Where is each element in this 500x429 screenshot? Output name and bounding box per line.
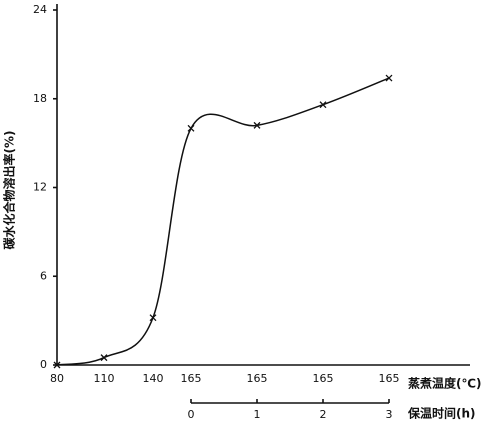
data-point [385, 74, 393, 82]
x-tick-label: 80 [50, 372, 64, 385]
y-tick-label: 0 [40, 358, 47, 371]
data-point [100, 354, 108, 362]
x-tick-label: 140 [143, 372, 164, 385]
y-tick-label: 18 [33, 92, 47, 105]
x-tick-label: 165 [313, 372, 334, 385]
x-tick-label: 165 [379, 372, 400, 385]
data-point [253, 121, 261, 129]
data-point [187, 124, 195, 132]
y-tick-label: 6 [40, 269, 47, 282]
x2-tick-label: 3 [386, 408, 393, 421]
y-tick-label: 12 [33, 181, 47, 194]
x-tick-label: 165 [247, 372, 268, 385]
x2-axis-title: 保温时间(h) [407, 406, 476, 421]
x-tick-label: 165 [181, 372, 202, 385]
x2-tick-label: 2 [320, 408, 327, 421]
data-line [56, 77, 390, 366]
data-point [319, 101, 327, 109]
x2-tick-label: 0 [188, 408, 195, 421]
data-point [149, 314, 157, 322]
x-tick-label: 110 [94, 372, 115, 385]
x-axis-title: 蒸煮温度(℃) [408, 376, 482, 391]
x2-tick-label: 1 [254, 408, 261, 421]
y-tick-label: 24 [33, 3, 47, 16]
data-point [53, 361, 61, 369]
y-axis-title: 碳水化合物溶出率(%) [2, 131, 17, 250]
